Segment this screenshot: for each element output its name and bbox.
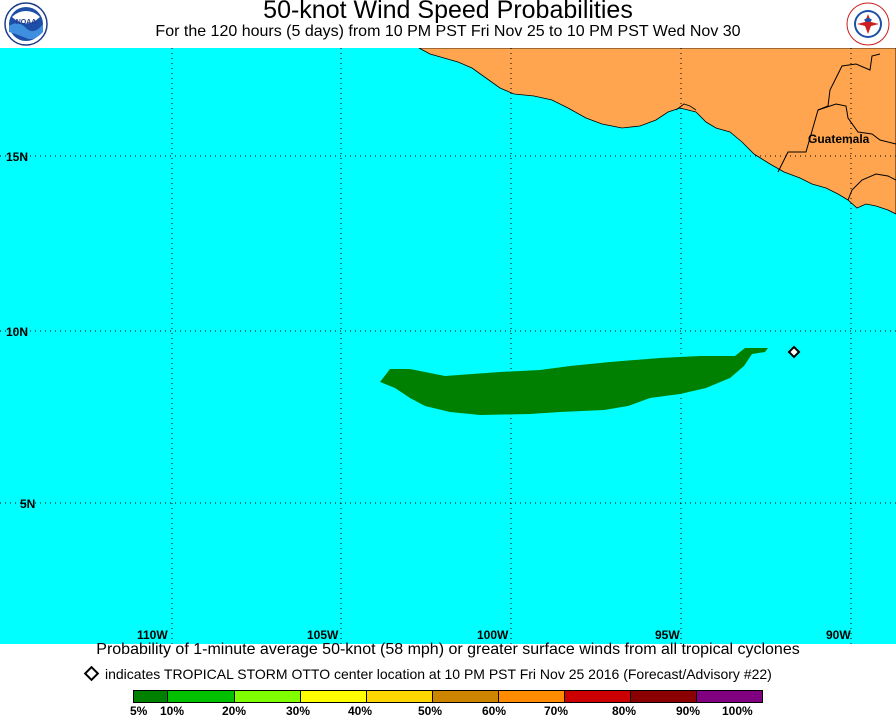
scale-segment (499, 691, 565, 702)
lat-label-10n: 10N (6, 325, 28, 339)
scale-tick-label: 10% (160, 704, 185, 718)
footer: Probability of 1-minute average 50-knot … (0, 641, 896, 718)
scale-segment (367, 691, 433, 702)
scale-segment (697, 691, 762, 702)
scale-tick-label: 80% (612, 704, 637, 718)
lat-label-5n: 5N (20, 497, 35, 511)
storm-diamond-icon (83, 665, 100, 682)
map-title: 50-knot Wind Speed Probabilities (263, 0, 633, 24)
scale-segment (301, 691, 367, 702)
border-central-south (847, 173, 896, 201)
scale-tick-label: 70% (544, 704, 569, 718)
border-guatemala-east (817, 103, 896, 145)
lon-label-100w: 100W (477, 628, 509, 642)
header: NOAA 50-knot Wind Speed Probabilities Fo… (0, 0, 896, 48)
scale-segment (134, 691, 168, 702)
scale-tick-label: 100% (722, 704, 753, 718)
storm-legend-note: indicates TROPICAL STORM OTTO center loc… (83, 665, 772, 682)
lon-label-110w: 110W (137, 628, 168, 642)
land-mexico-central-america (418, 48, 896, 215)
lagoon-coast (675, 103, 697, 111)
scale-tick-label: 40% (348, 704, 373, 718)
scale-tick-label: 30% (286, 704, 311, 718)
scale-tick-label: 60% (482, 704, 507, 718)
scale-segment (565, 691, 631, 702)
probability-map: 15N 10N 5N 110W 105W 100W 95W 90W Guatem… (0, 48, 896, 644)
lon-label-105w: 105W (307, 628, 339, 642)
lat-label-15n: 15N (6, 150, 28, 164)
scale-segment (631, 691, 697, 702)
noaa-logo-icon: NOAA (4, 2, 48, 46)
probability-color-scale (133, 690, 763, 703)
country-label-guatemala: Guatemala (808, 132, 870, 146)
border-mexico-guatemala (777, 53, 881, 173)
nws-logo-icon (846, 2, 890, 46)
scale-segment (168, 691, 235, 702)
probability-swath-5-10 (380, 348, 768, 415)
scale-tick-label: 5% (130, 704, 148, 718)
svg-text:NOAA: NOAA (16, 19, 37, 26)
scale-tick-label: 90% (676, 704, 701, 718)
scale-tick-label: 20% (222, 704, 247, 718)
ocean-area (0, 48, 896, 644)
map-caption: Probability of 1-minute average 50-knot … (96, 641, 800, 658)
lon-label-90w: 90W (826, 628, 851, 642)
lon-label-95w: 95W (655, 628, 680, 642)
map-subtitle: For the 120 hours (5 days) from 10 PM PS… (155, 23, 741, 40)
storm-note-text: indicates TROPICAL STORM OTTO center loc… (105, 666, 772, 682)
scale-segment (433, 691, 499, 702)
scale-tick-label: 50% (418, 704, 443, 718)
storm-center-marker-icon (787, 345, 801, 359)
scale-segment (235, 691, 301, 702)
